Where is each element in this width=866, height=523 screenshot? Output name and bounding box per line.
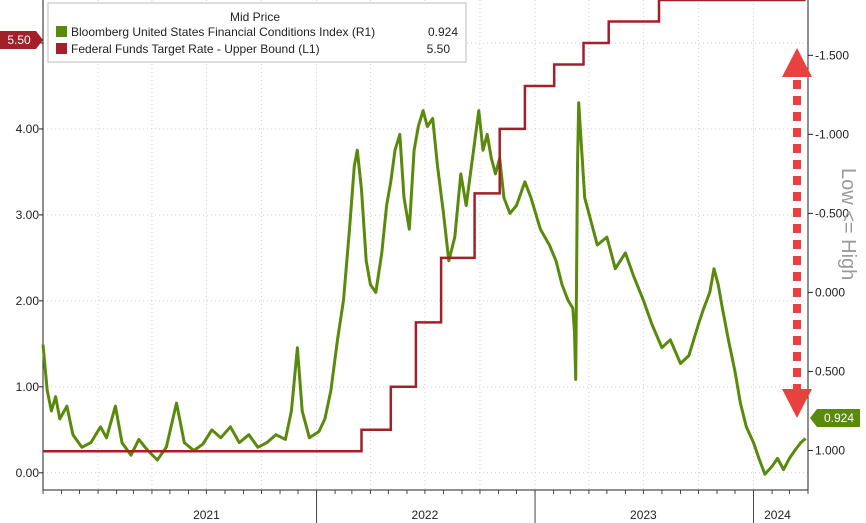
legend-entry-fci-label: Bloomberg United States Financial Condit…: [71, 25, 375, 39]
arrow-head-down: [782, 389, 812, 418]
series-line-fed-funds-upper-bound: [43, 0, 806, 453]
legend-title: Mid Price: [230, 10, 280, 24]
legend: Mid Price Bloomberg United States Financ…: [47, 2, 467, 63]
left-last-value-badge: 5.50: [0, 31, 43, 49]
left-tick-label: 4.00: [16, 122, 40, 136]
right-tick-label: 0.000: [815, 285, 845, 299]
left-last-value-label: 5.50: [7, 33, 31, 47]
series-line-financial-conditions-index: [41, 101, 807, 476]
year-label-2023: 2023: [630, 508, 657, 522]
legend-entry-ffr-value: 5.50: [427, 42, 451, 56]
low-high-arrow: [782, 48, 812, 418]
year-label-2024: 2024: [764, 508, 791, 522]
left-tick-label: 2.00: [16, 294, 40, 308]
left-tick-label: 3.00: [16, 208, 40, 222]
plot-background: [43, 0, 808, 490]
right-tick-label: -1.000: [815, 127, 849, 141]
legend-swatch-fci: [56, 26, 67, 37]
right-last-value-label: 0.924: [824, 411, 854, 425]
left-tick-label: 0.00: [16, 466, 40, 480]
legend-box: [47, 2, 467, 63]
year-label-2022: 2022: [412, 508, 439, 522]
annotation-low-high: Low <= High: [837, 168, 859, 280]
left-axis-ticks: 0.001.002.003.004.005.00: [16, 36, 43, 480]
legend-swatch-ffr: [56, 43, 67, 54]
legend-entry-ffr-label: Federal Funds Target Rate - Upper Bound …: [71, 42, 320, 56]
right-axis-ticks: -1.500 -1.000 -0.500 0.000 0.500 1.000: [808, 48, 849, 457]
right-tick-label: 0.500: [815, 364, 845, 378]
right-tick-label: 1.000: [815, 443, 845, 457]
right-last-value-badge: 0.924: [810, 409, 860, 427]
right-tick-label: -1.500: [815, 48, 849, 62]
gridlines: [43, 0, 808, 490]
year-label-2021: 2021: [193, 508, 220, 522]
right-tick-label: -0.500: [815, 206, 849, 220]
arrow-head-up: [782, 48, 812, 77]
left-tick-label: 1.00: [16, 380, 40, 394]
right-last-value-bg: [810, 409, 860, 427]
x-axis-year-labels: 2021 2022 2023 2024: [42, 490, 809, 523]
left-last-value-bg: [0, 31, 43, 49]
legend-entry-fci-value: 0.924: [428, 25, 458, 39]
